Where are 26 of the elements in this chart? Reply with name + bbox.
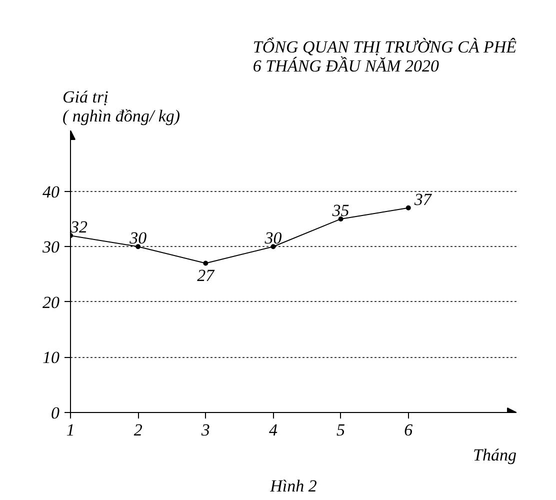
x-tick-label: 6 — [404, 420, 414, 440]
point — [203, 260, 208, 266]
point — [406, 205, 411, 210]
chart-title: TỔNG QUAN THỊ TRƯỜNG CÀ PHÊ 6 THÁNG ĐẦU NĂM 2020 — [252, 36, 518, 76]
data-label: 30 — [264, 228, 282, 248]
y-tick-label: 0 — [51, 404, 60, 422]
x-tick-label: 3 — [200, 420, 210, 440]
data-label: 30 — [128, 228, 148, 248]
y-tick-label: 20 — [42, 292, 60, 312]
data-label: 32 — [70, 218, 88, 237]
text: Hình 2 — [269, 476, 318, 496]
x-tick-label: 2 — [134, 420, 143, 440]
x-tick-label: 4 — [268, 420, 278, 440]
x-tick-label: 5 — [336, 420, 346, 440]
data-label: 27 — [197, 266, 216, 286]
x-axis-title: Tháng — [473, 446, 517, 464]
point — [338, 216, 344, 222]
y-axis-title: Giá trị ( nghìn đồng/ kg) — [62, 88, 180, 126]
x-tick-label: 1 — [66, 420, 75, 440]
y-tick-label: 40 — [42, 182, 60, 202]
y-tick-label: 10 — [42, 348, 60, 368]
point — [136, 244, 141, 250]
y-tick-label: 30 — [42, 238, 60, 257]
data-label: 37 — [413, 190, 433, 209]
point — [270, 244, 276, 250]
data-label: 35 — [331, 200, 350, 220]
